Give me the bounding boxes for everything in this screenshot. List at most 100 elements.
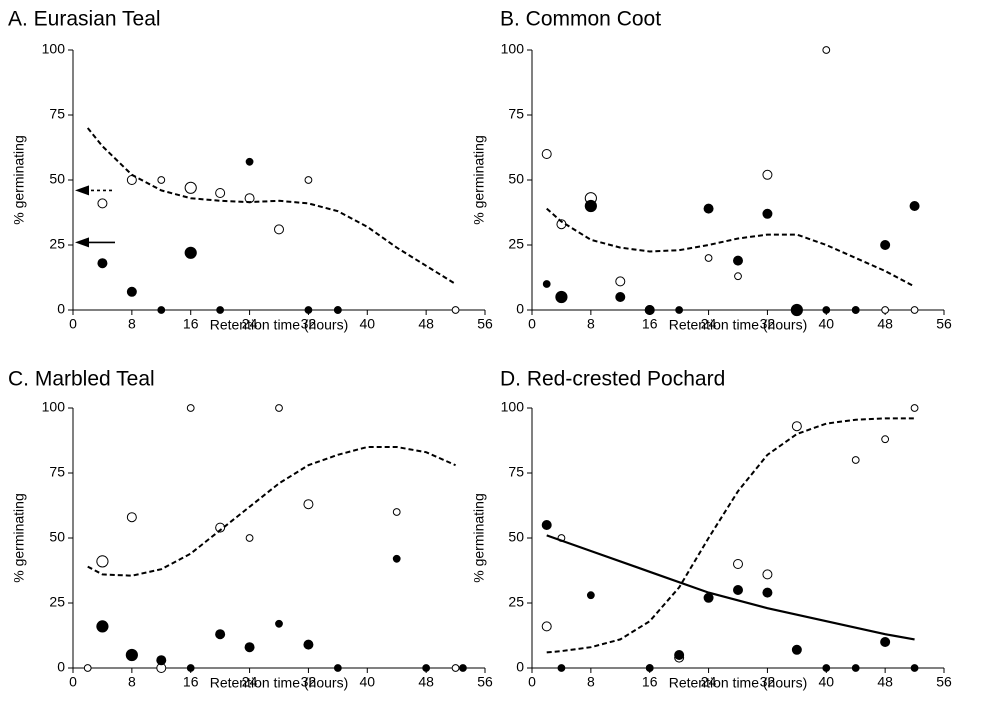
filled-point (157, 306, 166, 314)
x-tick-label: 16 (642, 674, 658, 690)
open-point (303, 499, 314, 510)
filled-point (216, 306, 225, 314)
y-tick-label: 75 (49, 464, 65, 480)
filled-point (791, 644, 802, 655)
open-point (215, 188, 226, 198)
filled-point (245, 157, 254, 166)
open-point (392, 508, 401, 516)
filled-point (674, 650, 685, 660)
y-axis-label: % germinating (471, 135, 487, 225)
filled-point (584, 199, 597, 213)
panel-title: A. Eurasian Teal (8, 8, 161, 31)
filled-point (333, 306, 342, 314)
open-point (304, 176, 313, 184)
x-tick-label: 40 (359, 316, 375, 332)
open-point (615, 276, 626, 287)
open-point (451, 306, 460, 314)
x-tick-label: 56 (936, 674, 952, 690)
filled-point (333, 664, 342, 672)
filled-point (215, 629, 226, 640)
open-point (762, 569, 773, 580)
filled-point (909, 201, 920, 211)
filled-point (762, 208, 773, 219)
x-tick-label: 0 (69, 316, 77, 332)
open-point (451, 664, 460, 672)
open-point (822, 46, 831, 54)
panel-title: C. Marbled Teal (8, 368, 155, 391)
y-tick-label: 100 (42, 399, 66, 415)
filled-point (880, 637, 891, 647)
open-point (245, 534, 254, 542)
y-tick-label: 100 (42, 41, 66, 57)
open-point (96, 555, 109, 568)
x-tick-label: 24 (701, 674, 717, 690)
y-axis-label: % germinating (471, 493, 487, 583)
x-tick-label: 56 (477, 316, 493, 332)
y-tick-label: 50 (49, 529, 65, 545)
x-tick-label: 24 (242, 316, 258, 332)
y-axis-label: % germinating (11, 135, 27, 225)
x-tick-label: 40 (818, 316, 834, 332)
x-tick-label: 16 (183, 316, 199, 332)
y-tick-label: 0 (57, 301, 65, 317)
filled-point (304, 306, 313, 314)
fit-curve (86, 127, 457, 285)
y-tick-label: 0 (516, 301, 524, 317)
open-point (910, 306, 919, 314)
x-axis-label: Retention time (hours) (210, 675, 349, 691)
filled-point (125, 648, 138, 662)
x-tick-label: 0 (528, 316, 536, 332)
arrow-head (75, 185, 89, 196)
x-tick-label: 8 (128, 316, 136, 332)
filled-point (156, 655, 167, 666)
filled-point (851, 664, 860, 672)
x-tick-label: 48 (418, 316, 434, 332)
filled-point (733, 585, 743, 595)
open-point (910, 404, 919, 412)
filled-point (126, 286, 137, 297)
filled-point (96, 620, 109, 633)
arrow-head (75, 237, 89, 248)
filled-point (615, 292, 626, 302)
open-point (762, 169, 773, 180)
y-tick-label: 25 (49, 236, 65, 252)
y-tick-label: 50 (508, 529, 524, 545)
open-point (275, 404, 283, 412)
panel-title: D. Red-crested Pochard (500, 368, 725, 391)
x-tick-label: 48 (418, 674, 434, 690)
panel-title: B. Common Coot (500, 8, 661, 31)
filled-point (703, 592, 714, 603)
y-tick-label: 50 (49, 171, 65, 187)
filled-point (851, 306, 860, 314)
y-tick-label: 0 (516, 659, 524, 675)
filled-point (644, 305, 655, 315)
filled-point (555, 290, 568, 304)
filled-point (822, 664, 831, 672)
x-tick-label: 16 (642, 316, 658, 332)
open-point (126, 512, 137, 523)
open-point (881, 306, 890, 314)
filled-point (733, 255, 743, 266)
y-tick-label: 0 (57, 659, 65, 675)
fit-curve (87, 446, 456, 577)
open-point (704, 254, 713, 262)
x-tick-label: 24 (701, 316, 717, 332)
x-tick-label: 32 (301, 316, 317, 332)
open-point (97, 198, 108, 209)
filled-point (541, 520, 552, 530)
filled-point (303, 639, 314, 650)
x-tick-label: 48 (877, 316, 893, 332)
filled-point (392, 554, 401, 563)
filled-point (762, 587, 773, 598)
x-tick-label: 32 (760, 674, 776, 690)
y-tick-label: 25 (49, 594, 65, 610)
x-tick-label: 0 (69, 674, 77, 690)
y-tick-label: 75 (508, 464, 524, 480)
open-point (851, 456, 860, 464)
filled-point (586, 591, 595, 600)
open-point (541, 621, 552, 632)
y-tick-label: 100 (501, 399, 525, 415)
x-tick-label: 24 (242, 674, 258, 690)
filled-point (275, 619, 283, 628)
